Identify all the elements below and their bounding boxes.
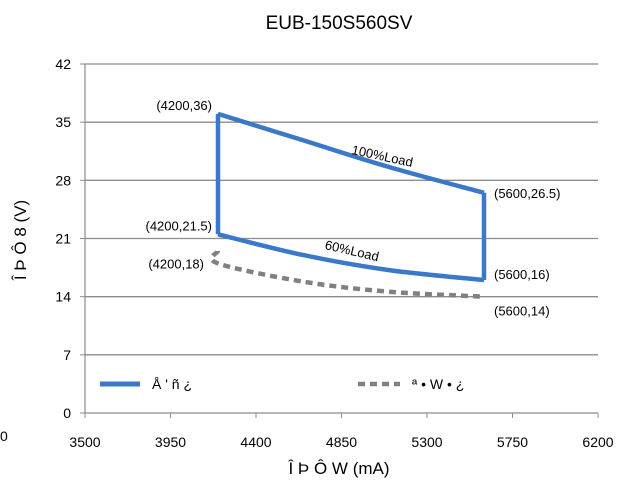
y-axis-label: Î Þ Ô 8 (V) [11,200,30,281]
legend: Å ' ñ ¿ ª • W • ¿ [100,376,464,392]
tick-labels: 0 7 14 21 28 35 42 3500 3950 4400 4850 5300 5750 6200 [55,56,613,450]
point-annotation: (4200,21.5) [146,218,213,233]
annotations: (4200,36) (4200,21.5) (4200,18) (5600,26.5)… [146,98,561,319]
point-annotation: (4200,18) [148,256,204,271]
x-tick-label: 3950 [155,434,186,450]
point-annotation: (5600,16) [494,267,550,282]
series-lines [209,111,487,299]
y-tick-label: 0 [63,405,71,421]
y-tick-label: 21 [55,231,71,247]
series-line-solid [217,232,485,283]
point-annotation: (4200,36) [156,98,212,113]
chart-title: EUB-150S560SV [266,13,413,34]
series-line-solid [217,111,485,195]
y-tick-label: 28 [55,172,71,188]
point-annotation: (5600,26.5) [494,186,561,201]
x-tick-label: 3500 [69,434,100,450]
legend-label-solid: Å ' ñ ¿ [152,376,192,392]
series-line-dashed [209,249,485,299]
x-tick-label: 6200 [582,434,613,450]
legend-label-dashed: ª • W • ¿ [412,376,464,392]
grid-lines [85,63,598,356]
y-tick-label: 7 [63,347,71,363]
x-tick-label: 4850 [326,434,357,450]
x-tick-label: 5750 [497,434,528,450]
y-tick-label: 35 [55,114,71,130]
y-tick-label: 42 [55,56,71,72]
stray-zero-label: 0 [0,428,8,444]
point-annotation: (5600,14) [494,304,550,319]
x-axis-label: Î Þ Ô W (mA) [287,459,389,478]
x-tick-label: 4400 [240,434,271,450]
y-tick-label: 14 [55,289,71,305]
axes [80,63,599,418]
x-tick-label: 5300 [411,434,442,450]
